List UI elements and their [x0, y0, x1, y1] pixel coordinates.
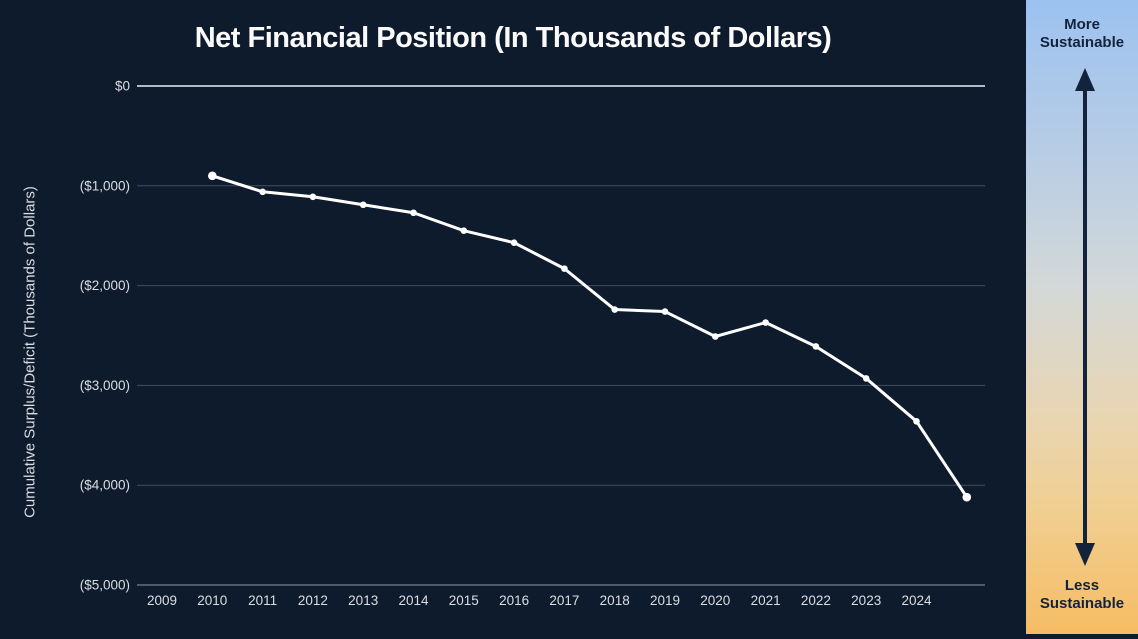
y-tick-label: ($1,000): [80, 178, 130, 193]
chart-region: Net Financial Position (In Thousands of …: [21, 22, 985, 608]
y-tick-label: ($2,000): [80, 278, 130, 293]
data-point: [208, 171, 217, 181]
data-point: [962, 492, 972, 502]
data-point: [460, 227, 468, 235]
x-tick-label: 2017: [549, 593, 579, 608]
x-tick-label: 2018: [600, 593, 630, 608]
x-tick-label: 2015: [449, 593, 479, 608]
chart-title: Net Financial Position (In Thousands of …: [194, 22, 832, 54]
data-point: [309, 193, 317, 201]
y-tick-label: ($4,000): [80, 478, 130, 493]
data-point: [259, 188, 266, 196]
y-tick-label: ($3,000): [80, 378, 130, 393]
x-tick-label: 2016: [499, 593, 529, 608]
line-chart-plot: $0 ($1,000) ($2,000) ($3,000) ($4,000) ($5,00…: [80, 79, 985, 608]
x-tick-label: 2024: [901, 593, 932, 608]
y-tick-label: ($5,000): [80, 578, 130, 593]
data-point: [862, 375, 870, 382]
x-tick-label: 2012: [298, 593, 328, 608]
data-point: [661, 308, 669, 315]
x-tick-label: 2023: [851, 593, 881, 608]
data-point: [410, 209, 417, 217]
sustainability-arrow-shaft: [1083, 88, 1087, 547]
sustainability-gradient-sidebar: More Sustainable Less Sustainable: [1026, 0, 1138, 634]
data-point: [510, 239, 518, 246]
arrow-down-icon: [1075, 543, 1095, 566]
data-point: [812, 343, 820, 350]
x-tick-label: 2009: [147, 593, 177, 608]
data-point: [561, 265, 568, 272]
y-axis-title: Cumulative Surplus/Deficit (Thousands of…: [21, 186, 39, 518]
data-point: [913, 418, 920, 425]
less-sustainable-label: Less Sustainable: [1039, 577, 1125, 612]
x-tick-label: 2022: [801, 593, 831, 608]
x-tick-label: 2020: [700, 593, 730, 608]
x-tick-label: 2013: [348, 593, 378, 608]
data-point: [712, 333, 719, 340]
more-sustainable-label: More Sustainable: [1039, 16, 1125, 51]
arrow-up-icon: [1075, 68, 1095, 91]
data-point: [611, 306, 618, 313]
x-tick-label: 2021: [751, 593, 781, 608]
data-point: [762, 319, 769, 326]
x-tick-label: 2019: [650, 593, 680, 608]
data-point: [359, 201, 367, 209]
x-tick-label: 2010: [197, 593, 227, 608]
series-line: [210, 174, 969, 499]
y-tick-label: $0: [115, 79, 130, 94]
x-tick-label: 2011: [248, 593, 277, 608]
x-tick-label: 2014: [398, 593, 429, 608]
